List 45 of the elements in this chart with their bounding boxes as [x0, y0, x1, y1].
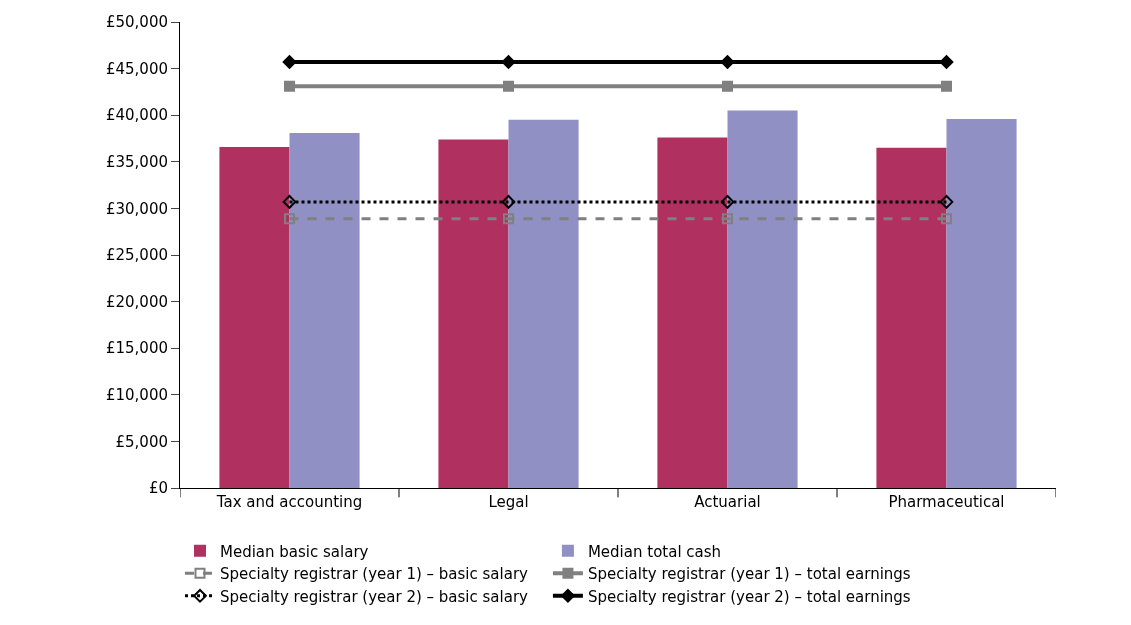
- y-tick-label: £35,000: [105, 153, 168, 172]
- x-tick-label: Tax and accounting: [215, 493, 363, 511]
- legend-label: Specialty registrar (year 2) – basic salary: [220, 587, 529, 606]
- point: [722, 80, 733, 92]
- y-tick-label: £45,000: [105, 59, 168, 78]
- point: [939, 195, 954, 209]
- legend-label: Median total cash: [587, 542, 722, 561]
- legend-label: Specialty registrar (year 2) – total earnings: [587, 587, 911, 606]
- y-tick-label: £20,000: [105, 292, 168, 311]
- y-tick-label: £15,000: [105, 339, 168, 358]
- bar: [508, 119, 579, 488]
- x-tick-label: Actuarial: [694, 493, 761, 511]
- bar: [727, 110, 798, 488]
- point: [282, 195, 297, 209]
- legend-label: Specialty registrar (year 1) – total earnings: [587, 565, 911, 584]
- bar: [946, 118, 1017, 488]
- point: [941, 213, 952, 225]
- y-tick-label: £30,000: [105, 199, 168, 218]
- y-tick-label: £25,000: [105, 246, 168, 265]
- y-tick-label: £5,000: [115, 432, 168, 451]
- point: [501, 195, 516, 209]
- point: [284, 213, 295, 225]
- y-tick-label: £0: [148, 479, 168, 498]
- point: [722, 213, 733, 225]
- point: [720, 195, 735, 209]
- bar: [219, 146, 290, 488]
- bar: [876, 147, 947, 488]
- point: [941, 80, 952, 92]
- bar: [438, 139, 509, 488]
- point: [284, 80, 295, 92]
- y-tick-label: £40,000: [105, 106, 168, 125]
- x-tick-label: Pharmaceutical: [888, 493, 1005, 511]
- legend-label: Median basic salary: [220, 542, 369, 561]
- legend-label: Specialty registrar (year 1) – basic salary: [220, 565, 529, 584]
- point: [501, 55, 516, 69]
- point: [503, 80, 514, 92]
- bar: [289, 132, 360, 488]
- point: [282, 55, 297, 69]
- bar: [657, 137, 728, 488]
- point: [939, 55, 954, 69]
- point: [720, 55, 735, 69]
- x-tick-label: Legal: [488, 493, 529, 511]
- point: [503, 213, 514, 225]
- y-tick-label: £50,000: [105, 13, 168, 32]
- y-tick-label: £10,000: [105, 386, 168, 405]
